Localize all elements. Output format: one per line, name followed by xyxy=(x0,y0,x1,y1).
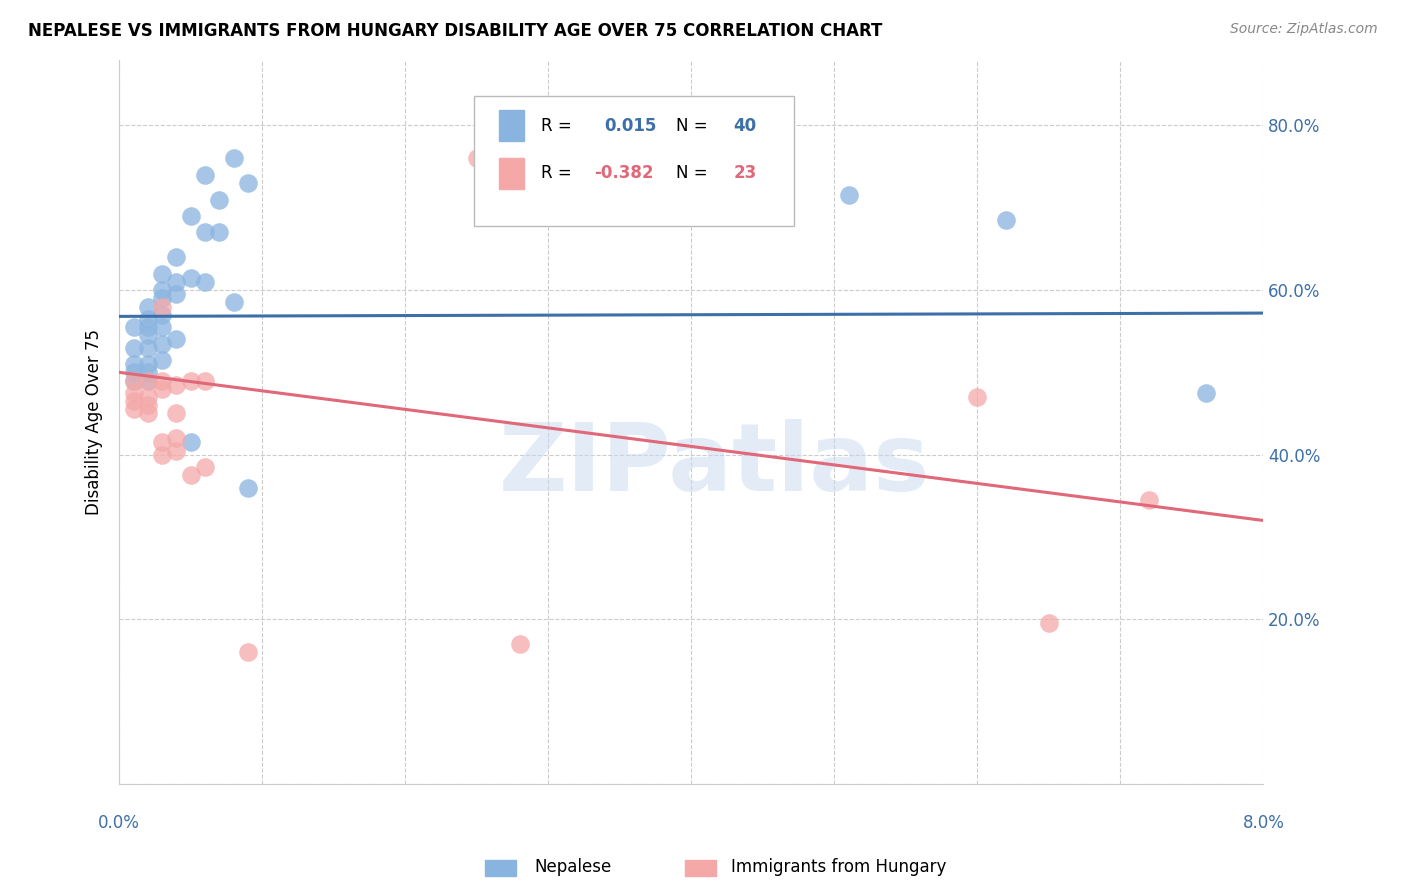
Point xyxy=(194,226,217,240)
Point xyxy=(509,637,531,651)
Point xyxy=(136,357,159,371)
Point xyxy=(136,365,159,379)
Point xyxy=(222,152,245,166)
Point xyxy=(136,328,159,343)
Point xyxy=(236,481,259,495)
Point xyxy=(150,300,173,314)
Point xyxy=(180,468,202,483)
Point xyxy=(180,209,202,223)
Point xyxy=(122,357,145,371)
Text: 0.015: 0.015 xyxy=(605,117,657,135)
Text: -0.382: -0.382 xyxy=(595,164,654,182)
Point xyxy=(1137,492,1160,507)
Point xyxy=(150,267,173,281)
Point xyxy=(122,320,145,334)
Text: Immigrants from Hungary: Immigrants from Hungary xyxy=(731,858,946,876)
Point xyxy=(194,460,217,475)
Point xyxy=(236,176,259,190)
Point xyxy=(465,152,488,166)
Point xyxy=(136,390,159,404)
Point xyxy=(136,407,159,421)
Point xyxy=(150,374,173,388)
Point xyxy=(166,443,188,458)
Point xyxy=(150,435,173,450)
Point xyxy=(122,394,145,409)
Point xyxy=(166,407,188,421)
Point xyxy=(166,275,188,289)
Text: 40: 40 xyxy=(734,117,756,135)
Point xyxy=(136,374,159,388)
Point xyxy=(150,382,173,396)
Text: 0.0%: 0.0% xyxy=(98,814,141,832)
Point xyxy=(166,250,188,264)
Point xyxy=(150,448,173,462)
Point xyxy=(166,377,188,392)
Point xyxy=(150,336,173,351)
Point xyxy=(194,275,217,289)
Bar xyxy=(499,158,524,188)
Point xyxy=(166,287,188,301)
Point xyxy=(180,435,202,450)
Point xyxy=(122,374,145,388)
Point xyxy=(122,374,145,388)
Point xyxy=(838,188,860,202)
Point xyxy=(994,213,1017,227)
Point xyxy=(136,398,159,412)
Point xyxy=(681,160,703,174)
Point xyxy=(194,374,217,388)
Point xyxy=(150,308,173,322)
Point xyxy=(166,431,188,445)
Point xyxy=(150,283,173,297)
Text: 8.0%: 8.0% xyxy=(1243,814,1284,832)
Point xyxy=(1195,385,1218,400)
Point xyxy=(136,300,159,314)
Text: Source: ZipAtlas.com: Source: ZipAtlas.com xyxy=(1230,22,1378,37)
Point xyxy=(122,365,145,379)
Point xyxy=(150,353,173,368)
Point xyxy=(194,168,217,182)
Text: N =: N = xyxy=(676,164,709,182)
Text: R =: R = xyxy=(541,164,572,182)
Point xyxy=(180,374,202,388)
Point xyxy=(166,333,188,347)
Bar xyxy=(499,111,524,141)
Point xyxy=(150,320,173,334)
Point xyxy=(136,374,159,388)
Text: Nepalese: Nepalese xyxy=(534,858,612,876)
Text: ZIPatlas: ZIPatlas xyxy=(499,419,929,511)
Point xyxy=(136,311,159,326)
Point xyxy=(208,226,231,240)
Point xyxy=(966,390,988,404)
FancyBboxPatch shape xyxy=(474,95,794,227)
Point xyxy=(136,341,159,355)
Text: N =: N = xyxy=(676,117,709,135)
Point xyxy=(1038,616,1060,631)
Point xyxy=(236,645,259,659)
Point xyxy=(122,385,145,400)
Point xyxy=(122,341,145,355)
Point xyxy=(180,270,202,285)
Text: 23: 23 xyxy=(734,164,756,182)
Point xyxy=(222,295,245,310)
Point xyxy=(150,291,173,305)
Text: R =: R = xyxy=(541,117,572,135)
Point xyxy=(208,193,231,207)
Text: NEPALESE VS IMMIGRANTS FROM HUNGARY DISABILITY AGE OVER 75 CORRELATION CHART: NEPALESE VS IMMIGRANTS FROM HUNGARY DISA… xyxy=(28,22,883,40)
Point xyxy=(136,320,159,334)
Point xyxy=(122,402,145,417)
Y-axis label: Disability Age Over 75: Disability Age Over 75 xyxy=(86,329,103,515)
